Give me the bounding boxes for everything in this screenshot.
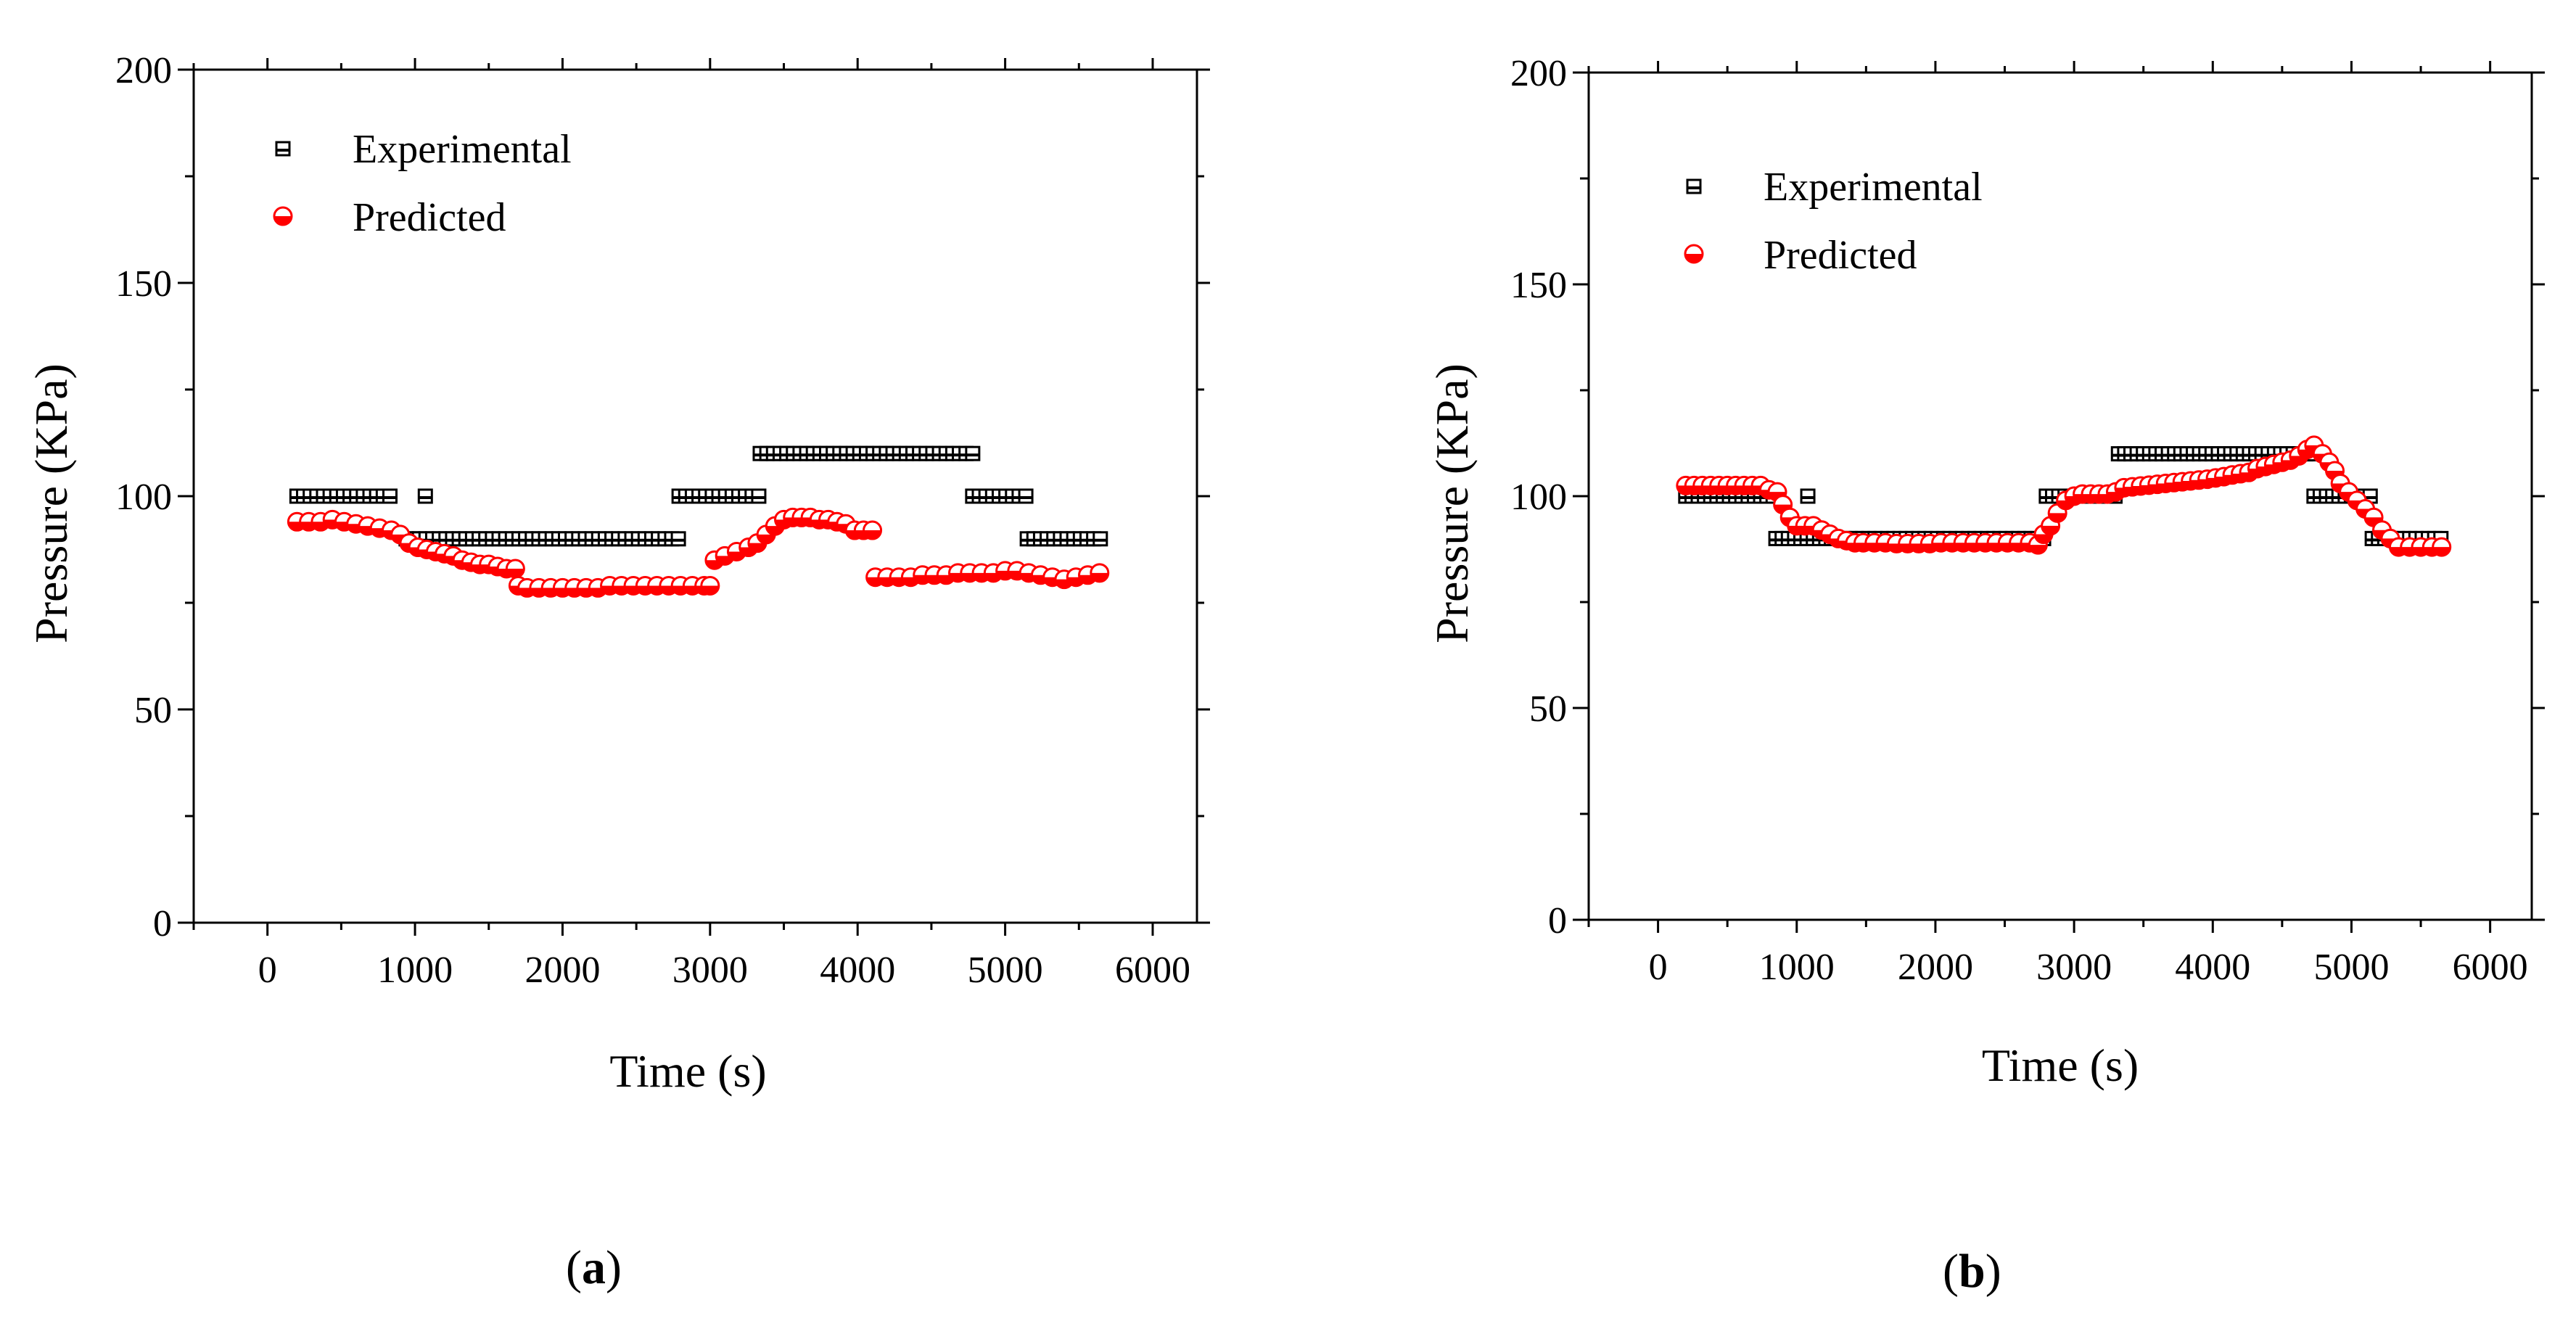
- legend-predicted-marker-fill: [1685, 254, 1703, 263]
- axes-ticks-a: 0 1000 2000 3000 4000 5000 6000 0 50 100 150 200: [115, 50, 1210, 991]
- predicted-point-fill: [2432, 547, 2451, 556]
- data-marks-a: [287, 445, 1110, 598]
- predicted-point-fill: [506, 568, 524, 577]
- x-tick-label: 5000: [2313, 947, 2389, 988]
- predicted-point-fill: [716, 556, 734, 565]
- x-tick-label: 0: [258, 950, 277, 991]
- x-tick-label: 3000: [672, 950, 748, 991]
- x-tick-label: 0: [1649, 947, 1668, 988]
- panel-b: 0 1000 2000 3000 4000 5000 6000 0 50 100 150 200 Ex…: [1426, 53, 2545, 1091]
- legend-experimental-label: Experimental: [1764, 165, 1983, 210]
- predicted-point-fill: [2041, 525, 2059, 535]
- y-tick-label: 200: [115, 50, 172, 91]
- axes-ticks-b: 0 1000 2000 3000 4000 5000 6000 0 50 100 150 200: [1510, 53, 2545, 988]
- y-tick-label: 50: [1529, 688, 1567, 730]
- x-tick-label: 3000: [2036, 947, 2112, 988]
- y-tick-label: 0: [153, 903, 172, 944]
- y-axis-label-a: Pressure (KPa): [25, 363, 77, 643]
- y-tick-label: 200: [1510, 53, 1567, 94]
- panel-letter-b: b: [1958, 1245, 1986, 1298]
- predicted-point-fill: [2029, 545, 2047, 554]
- y-tick-label: 100: [1510, 477, 1567, 518]
- y-tick-label: 50: [134, 690, 172, 731]
- legend-b: Experimental Predicted: [1684, 165, 1983, 278]
- legend-predicted-label: Predicted: [353, 195, 506, 240]
- x-tick-label: 1000: [1759, 947, 1835, 988]
- x-tick-label: 2000: [1898, 947, 1973, 988]
- x-tick-label: 1000: [377, 950, 453, 991]
- y-tick-label: 150: [115, 263, 172, 305]
- legend-a: Experimental Predicted: [273, 127, 572, 240]
- panel-tag-a: (a): [566, 1241, 622, 1294]
- panel-tag-b: (b): [1943, 1245, 2001, 1298]
- predicted-point-fill: [1090, 572, 1108, 582]
- x-tick-label: 4000: [820, 950, 895, 991]
- panel-letter-a: a: [581, 1241, 606, 1294]
- x-tick-label: 6000: [2453, 947, 2528, 988]
- predicted-point-fill: [728, 551, 746, 561]
- x-tick-label: 5000: [968, 950, 1043, 991]
- x-tick-label: 6000: [1115, 950, 1190, 991]
- y-tick-label: 100: [115, 477, 172, 518]
- x-axis-label-a: Time (s): [609, 1045, 766, 1097]
- x-tick-label: 2000: [524, 950, 600, 991]
- y-tick-label: 0: [1548, 900, 1567, 942]
- legend-experimental-label: Experimental: [353, 127, 572, 172]
- y-tick-label: 150: [1510, 265, 1567, 306]
- x-axis-label-b: Time (s): [1982, 1039, 2139, 1091]
- predicted-point-fill: [2049, 513, 2067, 522]
- y-axis-label-b: Pressure (KPa): [1426, 363, 1478, 643]
- predicted-point-fill: [757, 534, 775, 543]
- legend-predicted-label: Predicted: [1764, 233, 1917, 278]
- predicted-point-fill: [701, 585, 719, 595]
- predicted-point-fill: [2035, 534, 2053, 543]
- panel-a: 0 1000 2000 3000 4000 5000 6000 0 50 100 150 200 Ex…: [25, 50, 1210, 1097]
- predicted-point-fill: [748, 543, 766, 552]
- data-marks-b: [1676, 435, 2452, 557]
- predicted-point-fill: [863, 530, 881, 540]
- x-tick-label: 4000: [2175, 947, 2250, 988]
- legend-predicted-marker-fill: [274, 216, 292, 225]
